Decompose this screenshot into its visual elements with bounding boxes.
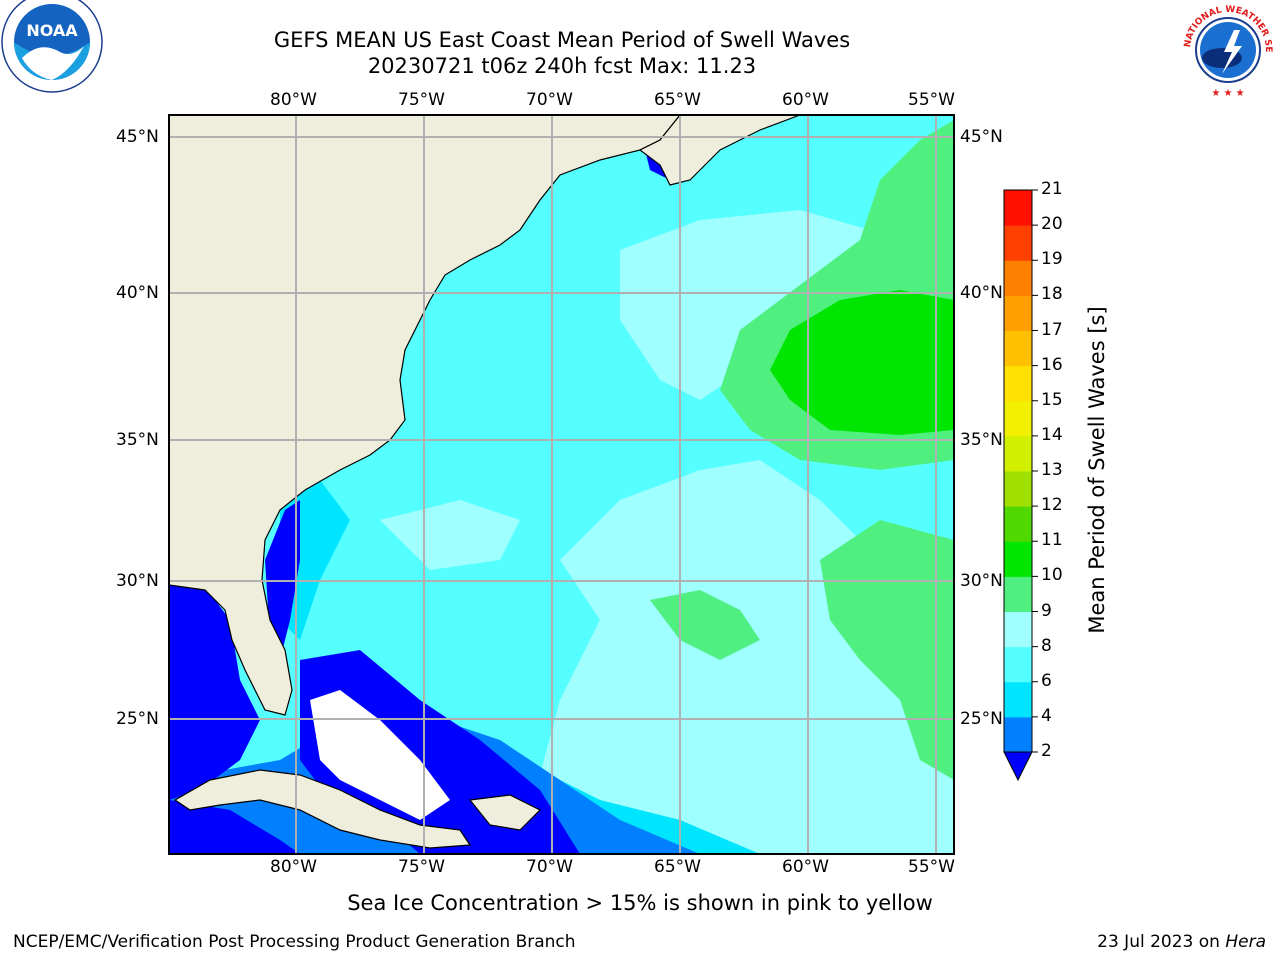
colorbar-label: Mean Period of Swell Waves [s] xyxy=(1085,306,1109,634)
nws-logo: NATIONAL WEATHER SERVICE ★ ★ ★ xyxy=(1176,0,1274,99)
zone-green-east xyxy=(820,520,954,780)
lon-tick-bottom-55w: 55°W xyxy=(908,857,955,877)
map-title: GEFS MEAN US East Coast Mean Period of S… xyxy=(273,28,851,52)
colorbar-tick-label: 11 xyxy=(1041,530,1063,551)
lat-tick-left-40n: 40°N xyxy=(116,283,159,303)
colorbar-segment xyxy=(1004,541,1032,577)
colorbar-tick-label: 15 xyxy=(1041,389,1063,410)
lat-tick-right-25n: 25°N xyxy=(960,709,1003,729)
colorbar-segment xyxy=(1004,190,1032,226)
zone-deep-blue-south xyxy=(169,800,300,854)
colorbar-segment xyxy=(1004,400,1032,437)
zone-green-south xyxy=(650,590,760,660)
colorbar-tick-label: 18 xyxy=(1041,284,1063,305)
lat-tick-left-25n: 25°N xyxy=(116,709,159,729)
colorbar-segment xyxy=(1004,365,1032,402)
colorbar-tick-label: 10 xyxy=(1041,565,1063,586)
colorbar-tick-label: 13 xyxy=(1041,460,1063,480)
map-subtitle: 20230721 t06z 240h fcst Max: 11.23 xyxy=(367,54,757,78)
lat-tick-left-35n: 35°N xyxy=(116,430,159,450)
colorbar-tick-label: 14 xyxy=(1041,424,1063,445)
colorbar-segment xyxy=(1004,435,1032,472)
footer-machine: Hera xyxy=(1225,932,1266,952)
svg-text:★ ★ ★: ★ ★ ★ xyxy=(1211,88,1244,99)
zone-deep-blue-gulf xyxy=(169,580,260,800)
lon-tick-bottom-70w: 70°W xyxy=(526,857,573,877)
colorbar-segment xyxy=(1004,295,1032,331)
lon-tick-top-70w: 70°W xyxy=(526,90,573,110)
footer-date-text: 23 Jul 2023 on xyxy=(1097,932,1226,952)
colorbar-extend-triangle xyxy=(1003,751,1033,782)
colorbar xyxy=(1003,189,1038,782)
colorbar-segment xyxy=(1004,330,1032,367)
colorbar-segment xyxy=(1004,471,1032,507)
gridlines xyxy=(169,115,954,854)
footer-credit: NCEP/EMC/Verification Post Processing Pr… xyxy=(13,932,576,952)
lon-tick-bottom-80w: 80°W xyxy=(270,857,317,877)
lat-tick-right-45n: 45°N xyxy=(960,127,1003,147)
colorbar-tick-label: 4 xyxy=(1041,705,1052,726)
colorbar-segment xyxy=(1004,681,1032,718)
colorbar-segment xyxy=(1004,611,1032,648)
lon-tick-top-55w: 55°W xyxy=(908,90,955,110)
noaa-logo: NOAA xyxy=(1,0,103,93)
colorbar-segment xyxy=(1004,225,1032,261)
map-area xyxy=(169,115,954,854)
land-hispaniola xyxy=(468,794,542,831)
lon-tick-top-65w: 65°W xyxy=(654,90,701,110)
map-frame xyxy=(168,114,955,855)
colorbar-segment xyxy=(1004,716,1032,753)
colorbar-tick-label: 19 xyxy=(1041,249,1063,270)
nodata-bahamas xyxy=(310,690,450,820)
lat-tick-left-30n: 30°N xyxy=(116,571,159,591)
lon-tick-bottom-60w: 60°W xyxy=(782,857,829,877)
zone-bright-green xyxy=(770,290,954,435)
noaa-logo-text: NOAA xyxy=(26,21,78,40)
colorbar-tick-label: 12 xyxy=(1041,495,1063,516)
colorbar-segment xyxy=(1004,576,1032,612)
lon-tick-top-80w: 80°W xyxy=(270,90,317,110)
lon-tick-bottom-75w: 75°W xyxy=(398,857,445,877)
zone-light-cyan-mid xyxy=(380,500,520,570)
colorbar-tick-label: 16 xyxy=(1041,354,1063,375)
lat-tick-right-30n: 30°N xyxy=(960,571,1003,591)
lat-tick-right-35n: 35°N xyxy=(960,430,1003,450)
lon-tick-bottom-65w: 65°W xyxy=(654,857,701,877)
colorbar-tick-label: 9 xyxy=(1041,600,1052,621)
colorbar-tick-label: 21 xyxy=(1041,179,1063,199)
lon-tick-top-60w: 60°W xyxy=(782,90,829,110)
lon-tick-top-75w: 75°W xyxy=(398,90,445,110)
colorbar-segment xyxy=(1004,646,1032,683)
colorbar-segment xyxy=(1004,260,1032,296)
colorbar-tick-label: 2 xyxy=(1041,741,1052,761)
colorbar-segment xyxy=(1004,506,1032,542)
lat-tick-right-40n: 40°N xyxy=(960,283,1003,303)
land-cuba xyxy=(173,769,472,849)
colorbar-tick-label: 17 xyxy=(1041,319,1063,340)
colorbar-tick-label: 8 xyxy=(1041,635,1052,656)
colorbar-tick-label: 6 xyxy=(1041,670,1052,691)
sea-ice-note: Sea Ice Concentration > 15% is shown in … xyxy=(347,891,933,915)
colorbar-tick-label: 20 xyxy=(1041,214,1063,235)
footer-date: 23 Jul 2023 on Hera xyxy=(1097,932,1266,952)
lat-tick-left-45n: 45°N xyxy=(116,127,159,147)
